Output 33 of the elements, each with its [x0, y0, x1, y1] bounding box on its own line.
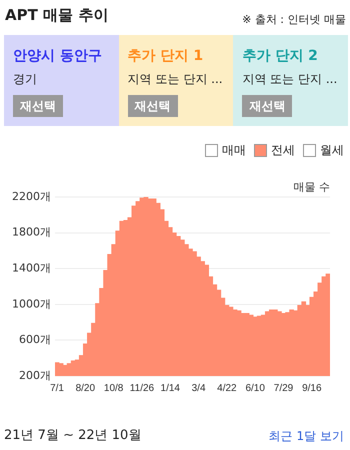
y-tick-label: 1400개 — [12, 261, 51, 274]
text: 월세 — [320, 142, 344, 159]
text: 지역 또는 단지 ... — [242, 71, 338, 88]
x-tick-label: 8/20 — [76, 382, 96, 394]
text: 추가 단지 1 — [128, 47, 204, 65]
text: 21년 7월 ~ 22년 10월 — [4, 427, 142, 444]
x-tick-label: 6/10 — [245, 382, 266, 394]
text: ※ 출처 : 인터넷 매물 — [242, 12, 346, 27]
x-tick-label: 7/1 — [50, 382, 64, 394]
text: 추가 단지 2 — [242, 47, 318, 65]
x-tick-label: 9/16 — [302, 382, 322, 394]
text: 재선택 — [128, 95, 178, 117]
y-tick-label: 1800개 — [12, 226, 51, 239]
x-tick-label: 7/29 — [274, 382, 294, 394]
text: 매매 — [222, 142, 246, 159]
text: 전세 — [271, 142, 295, 159]
chart-title: APT 매물 추이 — [5, 6, 108, 25]
x-tick-label: 10/8 — [104, 382, 124, 394]
text: 경기 — [13, 71, 37, 88]
text: 최근 1달 보기 — [268, 428, 344, 445]
text: 재선택 — [13, 95, 63, 117]
x-tick-label: 11/26 — [130, 382, 155, 394]
text: 안양시 동안구 — [13, 47, 102, 65]
text: 재선택 — [242, 95, 292, 117]
y-tick-label: 200개 — [19, 368, 51, 382]
y-tick-label: 1000개 — [12, 297, 51, 310]
x-tick-label: 4/22 — [217, 382, 238, 394]
y-tick-label: 2200개 — [12, 190, 51, 203]
y-tick-label: 600개 — [19, 333, 51, 346]
x-tick-label: 3/4 — [192, 382, 206, 394]
x-tick-label: 1/14 — [160, 382, 180, 394]
y-axis-title: 매물 수 — [294, 180, 330, 194]
text: 지역 또는 단지 ... — [128, 71, 223, 88]
